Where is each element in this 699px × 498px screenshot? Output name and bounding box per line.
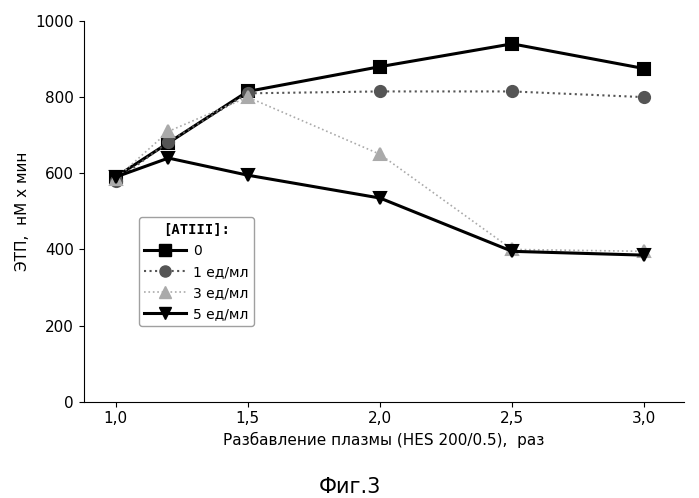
5 ед/мл xyxy=(243,172,252,178)
1 ед/мл xyxy=(111,178,120,184)
Legend: 0, 1 ед/мл, 3 ед/мл, 5 ед/мл: 0, 1 ед/мл, 3 ед/мл, 5 ед/мл xyxy=(138,217,254,326)
0 xyxy=(376,64,384,70)
Line: 0: 0 xyxy=(110,38,650,183)
5 ед/мл xyxy=(640,252,649,258)
5 ед/мл xyxy=(164,155,173,161)
3 ед/мл xyxy=(376,151,384,157)
Line: 3 ед/мл: 3 ед/мл xyxy=(110,92,650,257)
3 ед/мл xyxy=(164,128,173,134)
Line: 1 ед/мл: 1 ед/мл xyxy=(110,86,650,186)
0 xyxy=(640,66,649,72)
5 ед/мл xyxy=(111,174,120,180)
5 ед/мл xyxy=(508,249,517,254)
1 ед/мл xyxy=(376,89,384,95)
Text: Фиг.3: Фиг.3 xyxy=(318,477,381,497)
5 ед/мл xyxy=(376,195,384,201)
1 ед/мл xyxy=(640,94,649,100)
1 ед/мл xyxy=(164,139,173,145)
0 xyxy=(243,89,252,95)
X-axis label: Разбавление плазмы (HES 200/0.5),  раз: Разбавление плазмы (HES 200/0.5), раз xyxy=(223,432,545,448)
Line: 5 ед/мл: 5 ед/мл xyxy=(110,152,650,260)
3 ед/мл xyxy=(640,249,649,254)
3 ед/мл xyxy=(243,94,252,100)
Y-axis label: ЭТП,  нМ х мин: ЭТП, нМ х мин xyxy=(15,152,30,271)
0 xyxy=(164,140,173,146)
3 ед/мл xyxy=(508,247,517,252)
1 ед/мл xyxy=(243,90,252,96)
3 ед/мл xyxy=(111,176,120,182)
1 ед/мл xyxy=(508,89,517,95)
0 xyxy=(111,174,120,180)
0 xyxy=(508,41,517,47)
